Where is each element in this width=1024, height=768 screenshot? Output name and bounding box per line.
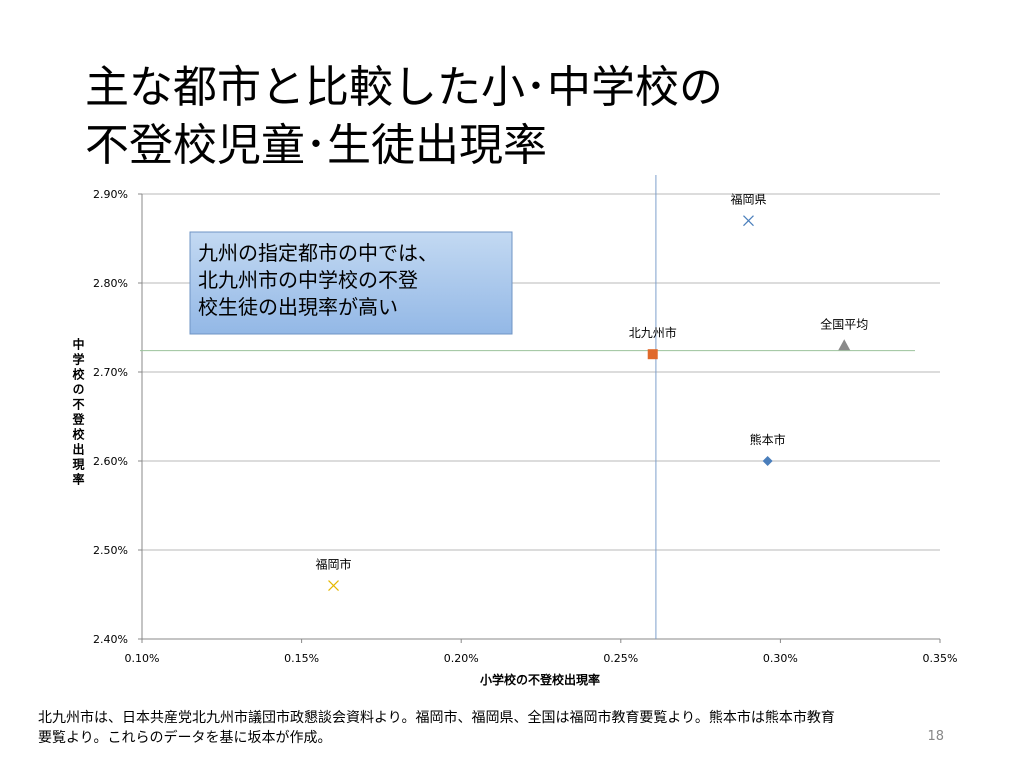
- point-label: 熊本市: [750, 432, 786, 447]
- point-label: 北九州市: [629, 325, 677, 340]
- annotation-text: 北九州市の中学校の不登: [198, 268, 418, 292]
- x-tick-label: 0.35%: [923, 652, 958, 665]
- title-line: 主な都市と比較した小･中学校の: [85, 62, 723, 113]
- y-tick-label: 2.90%: [93, 188, 128, 201]
- annotation-text: 校生徒の出現率が高い: [198, 295, 398, 319]
- point-label: 全国平均: [820, 316, 868, 331]
- footnote: 北九州市は、日本共産党北九州市議団市政懇談会資料より。福岡市、福岡県、全国は福岡…: [38, 709, 835, 726]
- y-tick-label: 2.50%: [93, 544, 128, 557]
- title-line: 不登校児童･生徒出現率: [85, 120, 547, 171]
- footnote: 要覧より。これらのデータを基に坂本が作成。: [38, 729, 331, 746]
- y-tick-label: 2.70%: [93, 366, 128, 379]
- marker: [838, 339, 851, 351]
- y-tick-label: 2.40%: [93, 633, 128, 646]
- marker: [762, 456, 773, 466]
- x-tick-label: 0.20%: [444, 652, 479, 665]
- point-label: 福岡市: [316, 557, 352, 572]
- y-axis-label: 中学校の不登校出現率: [71, 338, 85, 488]
- x-axis-label: 小学校の不登校出現率: [480, 672, 600, 687]
- annotation-text: 九州の指定都市の中では、: [198, 241, 438, 265]
- point-label: 福岡県: [730, 192, 766, 207]
- x-tick-label: 0.15%: [284, 652, 319, 665]
- x-tick-label: 0.10%: [125, 652, 160, 665]
- y-tick-label: 2.80%: [93, 277, 128, 290]
- marker: [647, 349, 658, 360]
- marker: [328, 580, 339, 592]
- x-tick-label: 0.30%: [763, 652, 798, 665]
- marker-stroke: [328, 580, 339, 592]
- x-tick-label: 0.25%: [603, 652, 638, 665]
- y-tick-label: 2.60%: [93, 455, 128, 468]
- annotation-box: [189, 231, 513, 335]
- page-number: 18: [927, 729, 944, 744]
- marker: [743, 215, 754, 227]
- marker-stroke: [743, 215, 754, 227]
